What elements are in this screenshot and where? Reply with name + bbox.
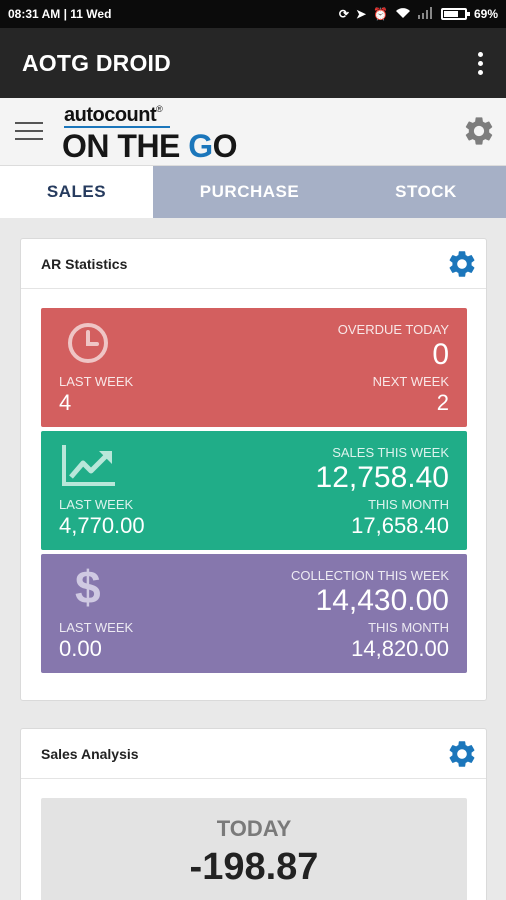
sales-analysis-header: Sales Analysis [21, 729, 486, 779]
tab-purchase[interactable]: PURCHASE [199, 182, 300, 201]
settings-gear-icon[interactable] [462, 114, 496, 148]
overdue-today-label: OVERDUE TODAY [337, 322, 449, 337]
sales-analysis-card: Sales Analysis TODAY -198.87 [20, 728, 487, 900]
today-sales-box[interactable]: TODAY -198.87 [41, 798, 467, 900]
ar-statistics-title: AR Statistics [41, 255, 128, 272]
battery-percent: 69% [473, 7, 498, 21]
overdue-today-value: 0 [432, 338, 449, 371]
today-sales-value: -198.87 [189, 846, 319, 888]
sales-analysis-settings-gear-icon[interactable] [446, 738, 478, 770]
sales-this-week-label: SALES THIS WEEK [332, 445, 449, 460]
tab-sales[interactable]: SALES [0, 166, 153, 218]
ar-statistics-card: AR Statistics OVERDUE TODAY 0 LAST WEEK … [20, 238, 487, 701]
tab-bar: SALES PURCHASE STOCK [0, 166, 506, 218]
sales-analysis-title: Sales Analysis [41, 745, 139, 762]
tab-stock[interactable]: STOCK [395, 182, 457, 201]
alarm-icon: ⏰ [373, 7, 388, 21]
collection-tile[interactable]: $ COLLECTION THIS WEEK 14,430.00 LAST WE… [41, 554, 467, 673]
collection-this-week-value: 14,430.00 [315, 584, 449, 617]
brand-logo-top: autocount® [64, 104, 163, 126]
collection-last-week-label: LAST WEEK [59, 620, 134, 635]
sales-last-week-label: LAST WEEK [59, 497, 134, 512]
overdue-last-week-label: LAST WEEK [59, 374, 134, 389]
trend-chart-icon [62, 445, 115, 486]
hamburger-menu-icon[interactable] [15, 122, 43, 140]
collection-this-month-label: THIS MONTH [368, 620, 449, 635]
overdue-tile[interactable]: OVERDUE TODAY 0 LAST WEEK 4 NEXT WEEK 2 [41, 308, 467, 427]
collection-last-week-value: 0.00 [59, 636, 102, 661]
clock-icon [68, 323, 108, 363]
dollar-icon: $ [75, 561, 101, 613]
sales-this-month-value: 17,658.40 [351, 513, 449, 538]
app-title: AOTG DROID [22, 49, 171, 76]
brand-bar: autocount® ON THE GO [0, 98, 506, 166]
sales-this-week-value: 12,758.40 [315, 461, 449, 494]
sales-last-week-value: 4,770.00 [59, 513, 145, 538]
status-bar: 08:31 AM | 11 Wed ⟳ ➤ ⏰ 69% [0, 0, 506, 28]
overdue-last-week-value: 4 [59, 390, 72, 415]
ar-statistics-settings-gear-icon[interactable] [446, 248, 478, 280]
collection-this-week-label: COLLECTION THIS WEEK [291, 568, 449, 583]
brand-underline [64, 126, 170, 128]
brand-logo-main: ON THE GO [62, 128, 238, 164]
overdue-next-week-value: 2 [436, 390, 449, 415]
sync-icon: ⟳ [338, 7, 349, 21]
status-icons: ⟳ ➤ ⏰ 69% [339, 7, 498, 21]
signal-icon [417, 7, 434, 21]
sales-this-month-label: THIS MONTH [368, 497, 449, 512]
location-arrow-icon: ➤ [355, 7, 367, 21]
status-time-date: 08:31 AM | 11 Wed [8, 7, 112, 21]
overdue-next-week-label: NEXT WEEK [372, 374, 449, 389]
wifi-icon [395, 7, 411, 21]
app-bar: AOTG DROID [0, 28, 506, 98]
kebab-menu-icon[interactable] [468, 48, 492, 78]
sales-tile[interactable]: SALES THIS WEEK 12,758.40 LAST WEEK 4,77… [41, 431, 467, 550]
today-label: TODAY [216, 816, 292, 841]
ar-statistics-header: AR Statistics [21, 239, 486, 289]
battery-icon [440, 8, 470, 20]
collection-this-month-value: 14,820.00 [351, 636, 449, 661]
